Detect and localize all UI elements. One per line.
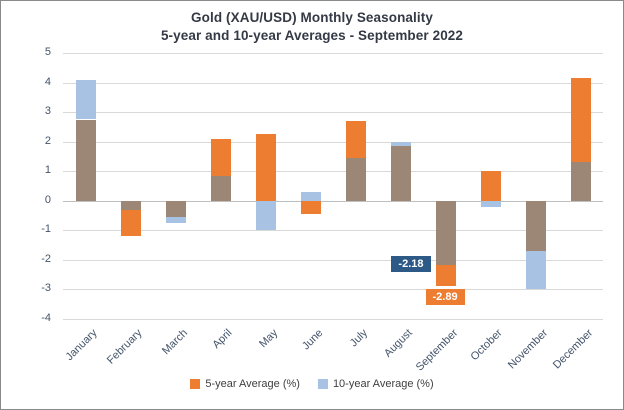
legend-item-10yr-average: 10-year Average (%) bbox=[317, 378, 434, 390]
bar-overlap-january bbox=[75, 119, 96, 201]
bar-overlap-april bbox=[210, 175, 231, 201]
gridline bbox=[63, 259, 603, 261]
x-axis-label-january: January bbox=[63, 327, 100, 364]
gridline bbox=[63, 82, 603, 84]
bar-overlap-july bbox=[345, 157, 366, 201]
y-axis-tick: -3 bbox=[41, 282, 51, 295]
x-axis-label-july: July bbox=[347, 327, 370, 350]
y-axis-tick: 2 bbox=[44, 134, 51, 147]
legend-label-5yr: 5-year Average (%) bbox=[205, 378, 300, 390]
legend: 5-year Average (%) 10-year Average (%) bbox=[1, 378, 623, 390]
x-axis-label-september: September bbox=[413, 327, 460, 374]
x-axis-label-june: June bbox=[299, 327, 325, 353]
bar-overlap-december bbox=[570, 162, 591, 201]
gridline bbox=[63, 230, 603, 232]
bar-10yr-march bbox=[165, 217, 186, 223]
y-axis-tick: -1 bbox=[41, 223, 51, 236]
bar-10yr-october bbox=[480, 200, 501, 207]
bar-5yr-february bbox=[120, 209, 141, 237]
x-axis-label-march: March bbox=[159, 327, 190, 358]
legend-item-5yr-average: 5-year Average (%) bbox=[190, 378, 300, 390]
bar-10yr-may bbox=[255, 200, 276, 231]
gridline bbox=[63, 319, 603, 320]
legend-swatch-5yr-icon bbox=[190, 379, 201, 389]
bar-overlap-february bbox=[120, 200, 141, 210]
legend-swatch-10yr-icon bbox=[317, 379, 328, 389]
bar-10yr-august bbox=[390, 141, 411, 147]
bar-10yr-january bbox=[75, 79, 96, 120]
bar-5yr-july bbox=[345, 120, 366, 158]
bar-overlap-march bbox=[165, 200, 186, 218]
y-axis-tick: -2 bbox=[41, 252, 51, 265]
data-label-5-year-average: -2.89 bbox=[425, 289, 465, 306]
y-axis-tick: -4 bbox=[41, 312, 51, 324]
x-axis-label-august: August bbox=[382, 327, 415, 360]
chart-title-line1: Gold (XAU/USD) Monthly Seasonality bbox=[191, 10, 433, 25]
bar-5yr-may bbox=[255, 134, 276, 201]
x-axis-label-february: February bbox=[105, 327, 145, 367]
bar-10yr-june bbox=[300, 191, 321, 201]
bar-overlap-august bbox=[390, 146, 411, 201]
bar-5yr-december bbox=[570, 78, 591, 163]
bar-5yr-september bbox=[435, 265, 456, 287]
y-axis-tick: 0 bbox=[44, 193, 51, 206]
x-axis-label-april: April bbox=[210, 327, 235, 352]
y-axis-tick: 5 bbox=[44, 46, 51, 58]
bar-overlap-september bbox=[435, 200, 456, 266]
gridline bbox=[63, 141, 603, 143]
legend-label-10yr: 10-year Average (%) bbox=[332, 378, 434, 390]
y-axis-tick: 4 bbox=[44, 75, 51, 88]
x-axis-label-october: October bbox=[468, 327, 505, 364]
bar-overlap-november bbox=[525, 200, 546, 251]
y-axis-tick: 3 bbox=[44, 105, 51, 118]
gridline bbox=[63, 112, 603, 114]
x-axis-label-december: December bbox=[550, 327, 595, 372]
gridline bbox=[63, 171, 603, 173]
bar-5yr-october bbox=[480, 171, 501, 201]
x-axis-zero-line bbox=[63, 200, 603, 202]
bar-5yr-june bbox=[300, 200, 321, 215]
x-axis-label-may: May bbox=[256, 327, 280, 351]
y-axis-tick: 1 bbox=[44, 164, 51, 177]
bar-10yr-november bbox=[525, 251, 546, 290]
data-label-10-year-average: -2.18 bbox=[391, 256, 431, 273]
bar-5yr-april bbox=[210, 138, 231, 176]
gridline bbox=[63, 289, 603, 291]
chart-title-line2: 5-year and 10-year Averages - September … bbox=[160, 28, 464, 43]
gridline bbox=[63, 53, 603, 54]
x-axis-label-november: November bbox=[505, 327, 550, 372]
